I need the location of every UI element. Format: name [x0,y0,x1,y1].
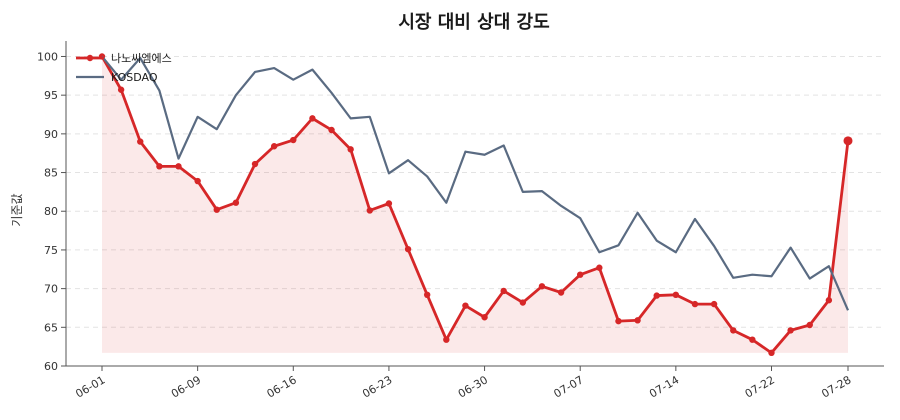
data-point [634,317,641,324]
y-tick-label: 100 [37,50,58,63]
y-tick-label: 95 [44,89,58,102]
data-point [787,327,794,334]
chart-title: 시장 대비 상대 강도 [398,12,549,33]
area-fills [102,56,848,353]
legend-label-1: KOSDAQ [111,71,158,84]
x-tick-label: 07-28 [819,373,853,400]
data-point [615,317,622,325]
x-tick-label: 07-07 [552,373,586,400]
data-point [596,264,603,271]
x-tick-label: 06-30 [456,373,490,400]
data-point [328,126,335,134]
y-axis-label: 기준값 [10,193,24,226]
x-tick-label: 07-22 [743,373,777,400]
x-tick-label: 06-09 [169,373,203,400]
data-point [577,271,584,278]
data-point [443,336,450,343]
data-point [232,199,240,206]
legend: 나노씨엠에스 KOSDAQ [76,52,172,84]
grid-lines [66,55,884,367]
data-point [768,349,775,357]
data-point [156,163,163,170]
y-tick-label: 65 [44,321,58,334]
y-tick-label: 85 [44,167,58,180]
data-point [117,86,125,93]
series-line-0 [100,55,850,355]
data-point [423,291,431,299]
legend-label-0: 나노씨엠에스 [111,52,172,65]
data-point [730,327,737,334]
series-lines [98,53,853,357]
data-point [270,143,278,150]
x-tick-label: 07-14 [647,373,681,400]
data-point [290,136,297,144]
y-tick-label: 80 [44,205,58,218]
data-point [806,321,813,329]
data-point [519,299,527,306]
data-point [557,289,565,296]
x-tick-label: 06-01 [73,373,107,400]
data-point [749,336,756,343]
data-point [672,291,680,299]
data-point [404,245,412,253]
data-point [538,283,546,290]
data-point [710,300,718,308]
series-fill-0 [102,56,848,353]
data-point [251,160,259,168]
data-point [213,206,220,213]
data-point [347,146,354,153]
y-tick-label: 60 [44,360,58,373]
data-point [137,138,144,145]
legend-marker-0 [86,54,94,62]
data-point [366,207,373,214]
x-tick-label: 06-16 [265,373,299,400]
data-point [309,115,316,122]
data-point [385,200,393,207]
data-point [653,292,660,299]
data-point [175,163,182,170]
y-tick-label: 75 [44,244,58,257]
series-line-1 [101,55,850,311]
data-point [500,287,507,295]
y-tick-label: 70 [44,283,58,296]
data-point [481,314,488,321]
data-point [462,302,469,309]
data-point [194,177,201,185]
x-tick-label: 06-23 [360,373,394,400]
y-tick-label: 90 [44,128,58,141]
data-point [843,136,853,146]
data-point [825,297,833,304]
data-point [691,300,699,308]
